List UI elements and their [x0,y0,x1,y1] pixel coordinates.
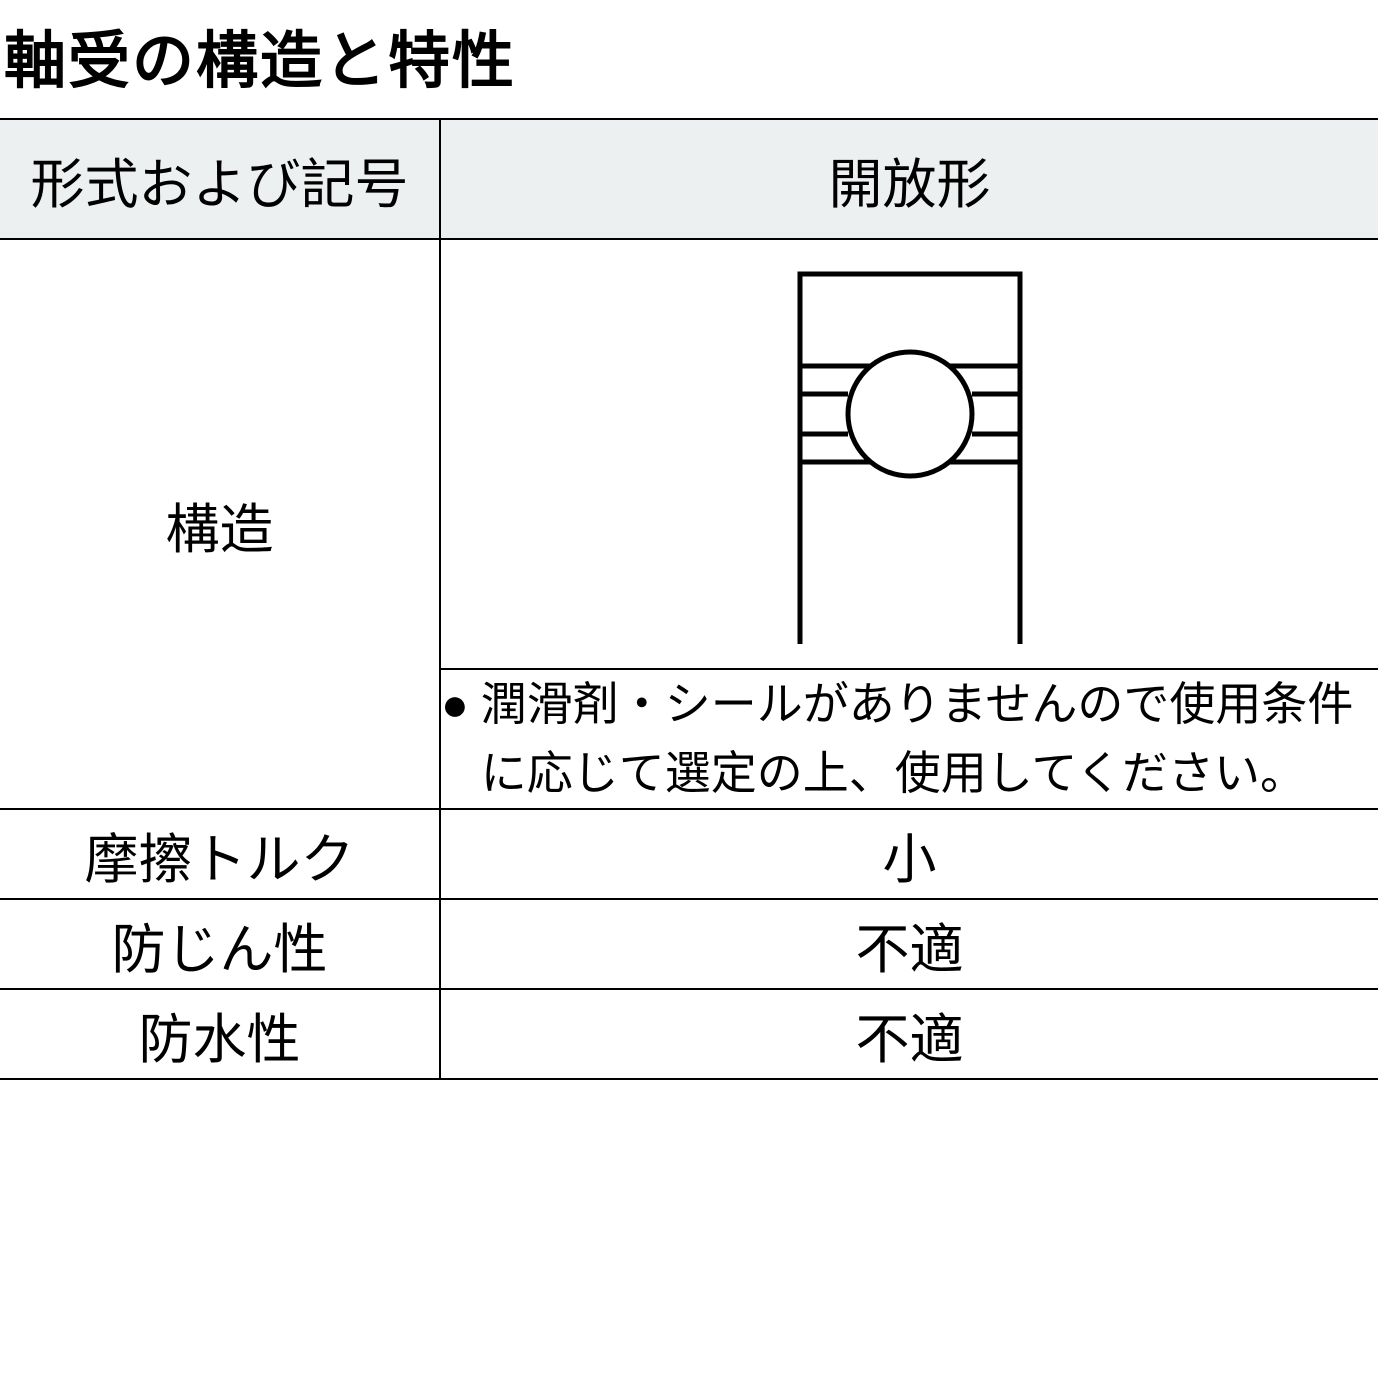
header-row: 形式および記号 開放形 [0,119,1378,239]
structure-diagram-row: 構造 [0,239,1378,669]
row-label: 摩擦トルク [0,809,440,899]
structure-note-text: 潤滑剤・シールがありませんので使用条件に応じて選定の上、使用してください。 [481,670,1378,808]
row-value: 不適 [440,899,1378,989]
table-row: 防水性 不適 [0,989,1378,1079]
row-value: 不適 [440,989,1378,1079]
row-label: 防じん性 [0,899,440,989]
structure-diagram-cell [440,239,1378,669]
bearing-diagram-icon [760,264,1060,644]
row-label: 防水性 [0,989,440,1079]
header-col2: 開放形 [440,119,1378,239]
structure-note-cell: ● 潤滑剤・シールがありませんので使用条件に応じて選定の上、使用してください。 [440,669,1378,809]
row-value: 小 [440,809,1378,899]
table-row: 摩擦トルク 小 [0,809,1378,899]
header-col1: 形式および記号 [0,119,440,239]
table-row: 防じん性 不適 [0,899,1378,989]
page-title: 軸受の構造と特性 [0,0,1378,118]
spec-table: 形式および記号 開放形 構造 [0,118,1378,1080]
page: 軸受の構造と特性 形式および記号 開放形 構造 [0,0,1378,1378]
structure-label: 構造 [0,239,440,809]
bullet-icon: ● [441,670,469,739]
